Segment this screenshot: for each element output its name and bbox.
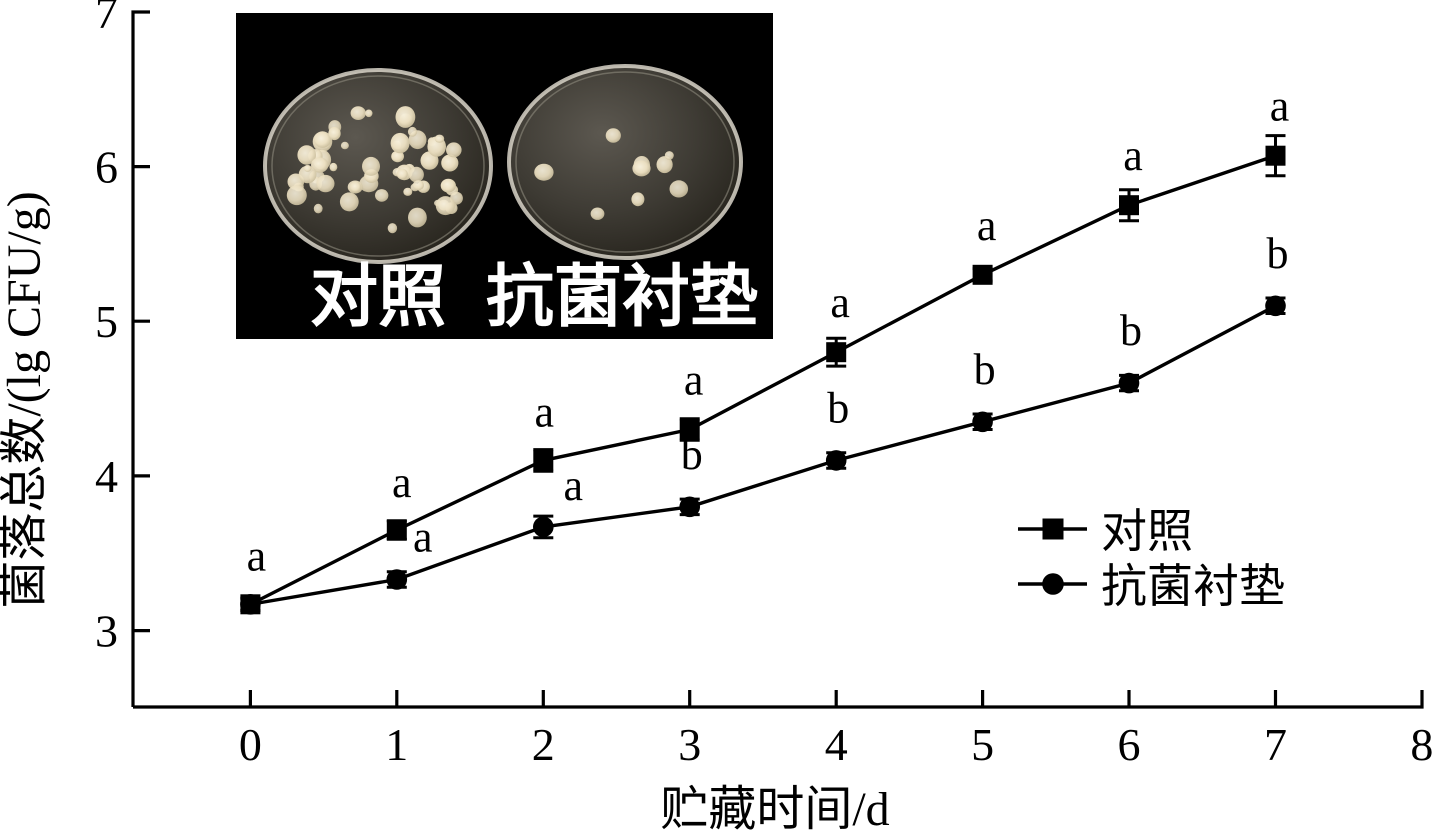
svg-text:对照: 对照 bbox=[310, 259, 446, 335]
svg-text:b: b bbox=[681, 430, 703, 479]
svg-text:b: b bbox=[1267, 229, 1289, 278]
svg-text:对照: 对照 bbox=[1101, 506, 1193, 557]
svg-text:贮藏时间/d: 贮藏时间/d bbox=[660, 783, 889, 836]
svg-text:b: b bbox=[1120, 306, 1142, 355]
svg-text:6: 6 bbox=[95, 142, 118, 193]
svg-text:5: 5 bbox=[971, 719, 994, 770]
svg-text:3: 3 bbox=[678, 719, 701, 770]
svg-text:a: a bbox=[1270, 82, 1290, 131]
svg-text:a: a bbox=[535, 387, 555, 436]
svg-text:a: a bbox=[977, 201, 997, 250]
svg-text:a: a bbox=[392, 458, 412, 507]
svg-text:6: 6 bbox=[1118, 719, 1141, 770]
svg-text:a: a bbox=[413, 513, 433, 562]
svg-text:8: 8 bbox=[1410, 719, 1433, 770]
svg-text:7: 7 bbox=[1264, 719, 1287, 770]
svg-text:菌落总数/(lg CFU/g): 菌落总数/(lg CFU/g) bbox=[0, 191, 51, 608]
svg-text:a: a bbox=[564, 461, 584, 510]
svg-text:a: a bbox=[1123, 131, 1143, 180]
svg-text:b: b bbox=[974, 345, 996, 394]
svg-text:0: 0 bbox=[239, 719, 262, 770]
svg-text:4: 4 bbox=[95, 451, 118, 502]
svg-text:4: 4 bbox=[825, 719, 848, 770]
svg-text:a: a bbox=[830, 278, 850, 327]
svg-text:抗菌衬垫: 抗菌衬垫 bbox=[486, 259, 758, 335]
svg-text:7: 7 bbox=[95, 0, 118, 38]
svg-text:a: a bbox=[684, 356, 704, 405]
svg-text:1: 1 bbox=[385, 719, 408, 770]
svg-text:3: 3 bbox=[95, 606, 118, 657]
svg-text:抗菌衬垫: 抗菌衬垫 bbox=[1101, 561, 1285, 612]
svg-text:2: 2 bbox=[532, 719, 555, 770]
svg-text:b: b bbox=[827, 383, 849, 432]
svg-text:a: a bbox=[247, 531, 267, 580]
svg-text:5: 5 bbox=[95, 296, 118, 347]
